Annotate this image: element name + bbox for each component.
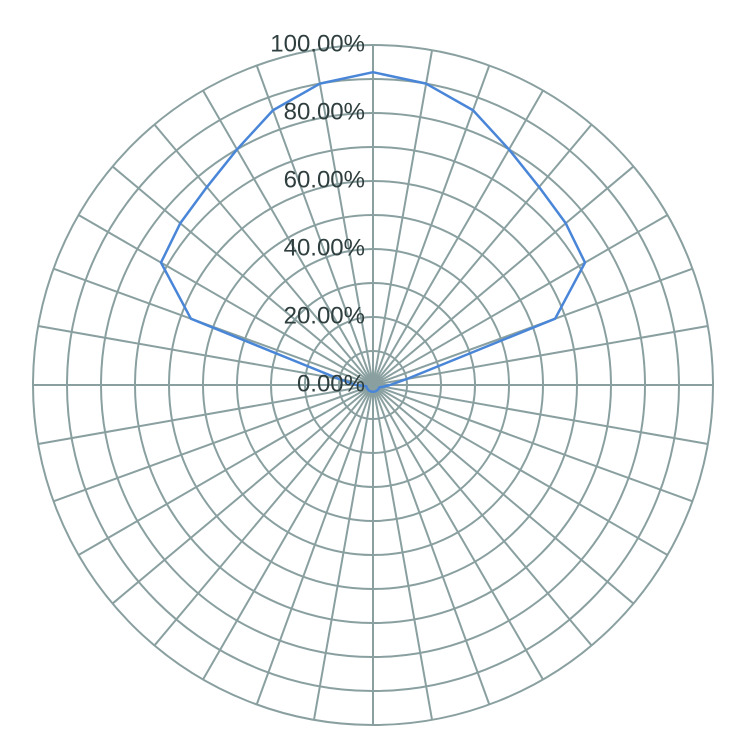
- radial-tick-label: 40.00%: [284, 234, 365, 261]
- radial-tick-label: 0.00%: [297, 370, 365, 397]
- radial-tick-label: 100.00%: [270, 30, 365, 57]
- radial-tick-label: 20.00%: [284, 302, 365, 329]
- radial-tick-label: 80.00%: [284, 98, 365, 125]
- radial-tick-label: 60.00%: [284, 166, 365, 193]
- polar-chart-svg: 0.00% 20.00% 40.00% 60.00% 80.00% 100.00%: [0, 0, 747, 741]
- polar-chart: 0.00% 20.00% 40.00% 60.00% 80.00% 100.00%: [0, 0, 747, 741]
